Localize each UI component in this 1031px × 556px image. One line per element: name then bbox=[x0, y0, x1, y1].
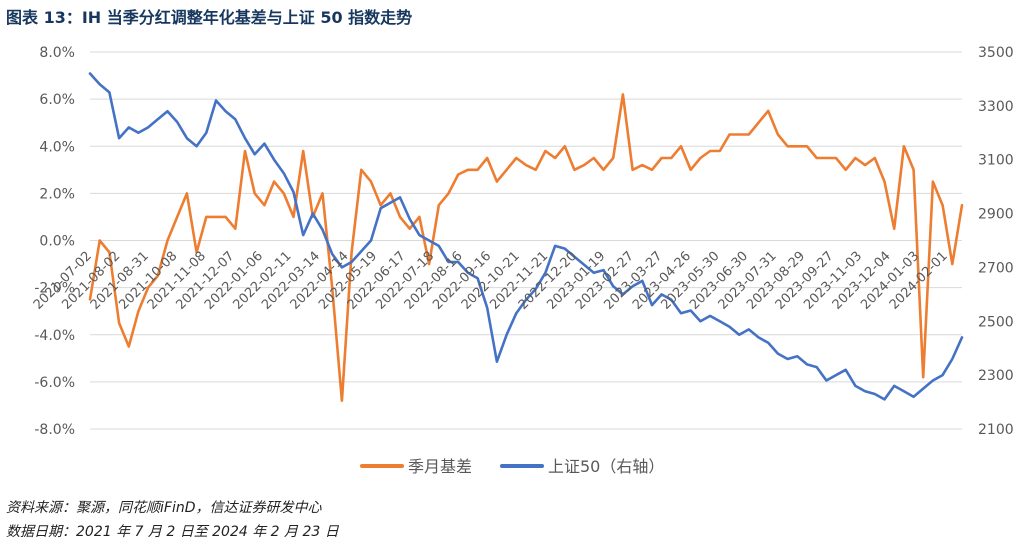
legend: 季月基差 上证50（右轴） bbox=[360, 457, 664, 476]
y-axis-left-labels: -8.0% -6.0% -4.0% -2.0% 0.0% 2.0% 4.0% 6.0% 8.0% bbox=[34, 45, 75, 438]
legend-label-basis: 季月基差 bbox=[408, 457, 472, 476]
legend-label-index: 上证50（右轴） bbox=[548, 457, 664, 476]
series-index-line bbox=[88, 72, 964, 401]
y-left-tick-label: 6.0% bbox=[39, 92, 75, 108]
series-basis-line bbox=[88, 93, 964, 403]
x-axis-labels: 2021-07-022021-08-022021-08-312021-10-08… bbox=[31, 249, 951, 313]
y-left-tick-label: -2.0% bbox=[34, 281, 75, 297]
y-left-tick-label: -4.0% bbox=[34, 328, 75, 344]
series-layer bbox=[88, 72, 964, 403]
y-right-tick-label: 3300 bbox=[978, 99, 1014, 115]
source-note: 资料来源：聚源，同花顺iFinD，信达证券研发中心 bbox=[6, 500, 322, 516]
chart-title: 图表 13：IH 当季分红调整年化基差与上证 50 指数走势 bbox=[6, 8, 413, 27]
y-left-tick-label: 4.0% bbox=[39, 139, 75, 155]
y-right-tick-label: 2900 bbox=[978, 207, 1014, 223]
y-left-tick-label: -8.0% bbox=[34, 422, 75, 438]
y-left-tick-label: 8.0% bbox=[39, 45, 75, 61]
y-right-tick-label: 3100 bbox=[978, 153, 1014, 169]
y-right-tick-label: 2500 bbox=[978, 314, 1014, 330]
y-axis-right-labels: 2100 2300 2500 2700 2900 3100 3300 3500 bbox=[978, 45, 1014, 438]
y-right-tick-label: 2700 bbox=[978, 260, 1014, 276]
y-left-tick-label: 2.0% bbox=[39, 186, 75, 202]
chart-notes: 资料来源：聚源，同花顺iFinD，信达证券研发中心 数据日期：2021 年 7 … bbox=[6, 496, 339, 544]
y-right-tick-label: 2300 bbox=[978, 368, 1014, 384]
y-right-tick-label: 3500 bbox=[978, 45, 1014, 61]
grid-lines bbox=[90, 51, 962, 430]
y-left-tick-label: 0.0% bbox=[39, 234, 75, 250]
y-right-tick-label: 2100 bbox=[978, 422, 1014, 438]
y-left-tick-label: -6.0% bbox=[34, 375, 75, 391]
date-range-note: 数据日期：2021 年 7 月 2 日至 2024 年 2 月 23 日 bbox=[6, 524, 339, 540]
